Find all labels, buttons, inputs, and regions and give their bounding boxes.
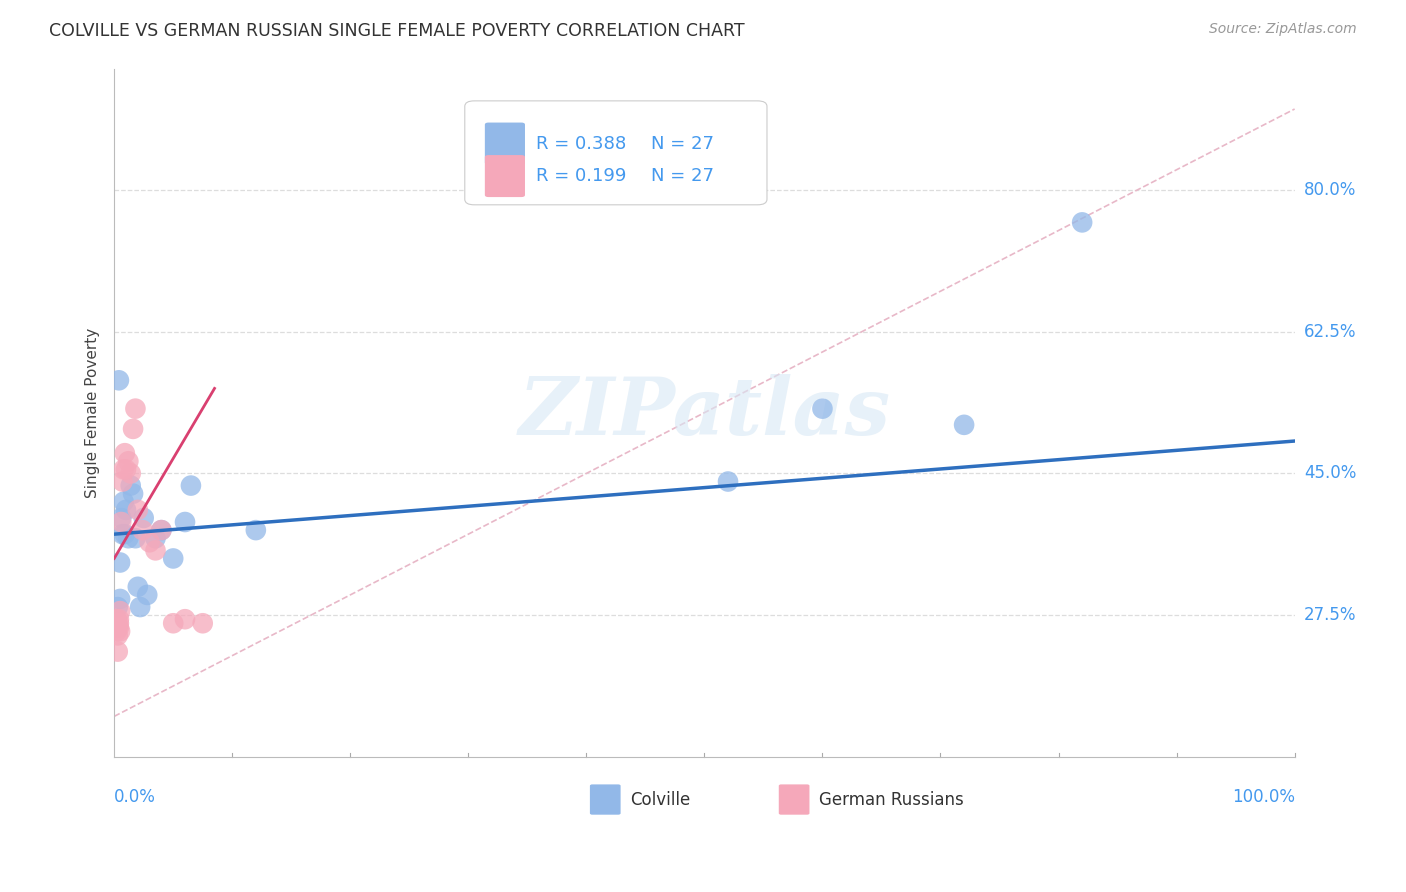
Text: 62.5%: 62.5% xyxy=(1305,323,1357,341)
Point xyxy=(127,580,149,594)
Text: R = 0.388: R = 0.388 xyxy=(536,135,626,153)
Point xyxy=(150,523,173,537)
Point xyxy=(108,591,131,606)
Point xyxy=(120,478,142,492)
Point xyxy=(162,551,184,566)
Point xyxy=(120,467,142,481)
Point xyxy=(112,495,135,509)
Point xyxy=(114,446,136,460)
FancyBboxPatch shape xyxy=(485,122,524,164)
Text: 45.0%: 45.0% xyxy=(1305,465,1357,483)
Point xyxy=(107,620,129,634)
Point xyxy=(174,612,197,626)
Point xyxy=(107,600,129,615)
Point xyxy=(811,401,834,416)
FancyBboxPatch shape xyxy=(465,101,768,205)
Text: N = 27: N = 27 xyxy=(651,135,714,153)
Point xyxy=(110,511,132,525)
Point xyxy=(174,515,197,529)
Point xyxy=(150,523,173,537)
Point xyxy=(131,523,153,537)
Point xyxy=(717,475,740,489)
Point xyxy=(117,454,139,468)
Point xyxy=(114,527,136,541)
Point xyxy=(136,588,159,602)
Point xyxy=(108,624,131,639)
Point xyxy=(107,644,129,658)
Point xyxy=(1071,215,1094,229)
FancyBboxPatch shape xyxy=(485,155,524,197)
Point xyxy=(108,604,131,618)
Point xyxy=(145,531,167,545)
Point xyxy=(138,535,160,549)
Point xyxy=(115,503,138,517)
Point xyxy=(112,462,135,476)
Point xyxy=(122,486,145,500)
Point xyxy=(124,531,146,545)
Y-axis label: Single Female Poverty: Single Female Poverty xyxy=(86,327,100,498)
FancyBboxPatch shape xyxy=(779,784,810,814)
Point xyxy=(107,628,129,642)
Point xyxy=(191,616,214,631)
Point xyxy=(105,624,128,639)
Text: 100.0%: 100.0% xyxy=(1232,788,1295,805)
Point xyxy=(110,515,132,529)
Text: 0.0%: 0.0% xyxy=(114,788,156,805)
Text: 80.0%: 80.0% xyxy=(1305,181,1357,199)
Point xyxy=(108,620,131,634)
Point xyxy=(108,616,131,631)
Point xyxy=(129,600,152,615)
Point xyxy=(115,462,138,476)
Point xyxy=(124,401,146,416)
Text: Source: ZipAtlas.com: Source: ZipAtlas.com xyxy=(1209,22,1357,37)
Text: N = 27: N = 27 xyxy=(651,167,714,185)
Text: German Russians: German Russians xyxy=(818,790,963,808)
Point xyxy=(132,511,155,525)
Point xyxy=(127,503,149,517)
Point xyxy=(162,616,184,631)
Text: COLVILLE VS GERMAN RUSSIAN SINGLE FEMALE POVERTY CORRELATION CHART: COLVILLE VS GERMAN RUSSIAN SINGLE FEMALE… xyxy=(49,22,745,40)
Point xyxy=(122,422,145,436)
Point xyxy=(245,523,267,537)
Point xyxy=(145,543,167,558)
Text: Colville: Colville xyxy=(630,790,690,808)
FancyBboxPatch shape xyxy=(591,784,620,814)
Point xyxy=(108,556,131,570)
Point xyxy=(111,475,134,489)
Point xyxy=(180,478,202,492)
Point xyxy=(111,527,134,541)
Text: ZIPatlas: ZIPatlas xyxy=(519,374,890,451)
Text: 27.5%: 27.5% xyxy=(1305,607,1357,624)
Point xyxy=(108,612,131,626)
Point xyxy=(105,612,128,626)
Point xyxy=(953,417,976,432)
Point xyxy=(117,531,139,545)
Text: R = 0.199: R = 0.199 xyxy=(536,167,626,185)
Point xyxy=(108,373,131,387)
